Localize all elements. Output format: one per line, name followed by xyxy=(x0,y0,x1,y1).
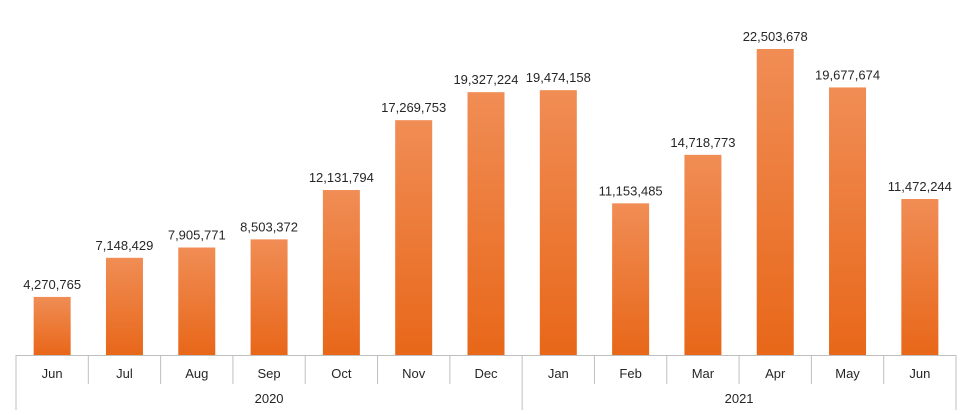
tick-label-0: Jun xyxy=(42,366,63,381)
tick-label-7: Jan xyxy=(548,366,569,381)
data-label-10: 22,503,678 xyxy=(743,29,808,44)
bar-jul-1 xyxy=(105,257,143,355)
data-label-8: 11,153,485 xyxy=(599,183,663,198)
bar-apr-10 xyxy=(756,49,794,355)
data-label-11: 19,677,674 xyxy=(815,67,880,82)
tick-label-12: Jun xyxy=(909,366,930,381)
bar-oct-4 xyxy=(322,190,360,355)
data-labels-layer: 4,270,765 7,148,429 7,905,771 8,503,372 12,1… xyxy=(23,29,952,292)
tick-label-10: Apr xyxy=(765,366,786,381)
bar-may-11 xyxy=(829,87,867,356)
data-label-9: 14,718,773 xyxy=(670,135,735,150)
data-label-4: 12,131,794 xyxy=(309,170,374,185)
data-label-7: 19,474,158 xyxy=(526,70,591,85)
bar-sep-3 xyxy=(250,239,288,355)
tick-label-4: Oct xyxy=(331,366,352,381)
bar-jan-7 xyxy=(539,90,577,355)
tick-label-9: Mar xyxy=(692,366,715,381)
data-label-2: 7,905,771 xyxy=(168,228,226,243)
bar-jun-12 xyxy=(901,199,939,355)
bar-nov-5 xyxy=(395,120,433,355)
group-label-2020: 2020 xyxy=(255,391,284,406)
bar-dec-6 xyxy=(467,92,505,355)
data-label-1: 7,148,429 xyxy=(96,238,154,253)
tick-label-2: Aug xyxy=(185,366,208,381)
group-label-2021: 2021 xyxy=(725,391,754,406)
category-axis: Jun Jul Aug Sep Oct Nov Dec Jan Feb Mar Apr May Jun 2… xyxy=(15,355,957,410)
data-label-5: 17,269,753 xyxy=(381,100,446,115)
tick-label-6: Dec xyxy=(474,366,498,381)
data-label-3: 8,503,372 xyxy=(240,219,298,234)
bar-feb-8 xyxy=(612,203,650,355)
data-label-0: 4,270,765 xyxy=(23,277,81,292)
tick-label-3: Sep xyxy=(258,366,281,381)
data-label-6: 19,327,224 xyxy=(453,72,518,87)
tick-label-11: May xyxy=(835,366,860,381)
tick-label-1: Jul xyxy=(116,366,133,381)
bar-mar-9 xyxy=(684,154,722,355)
tick-label-8: Feb xyxy=(619,366,641,381)
tick-label-5: Nov xyxy=(402,366,426,381)
bars-layer xyxy=(33,49,939,356)
bar-aug-2 xyxy=(178,247,216,355)
bar-jun-0 xyxy=(33,296,71,355)
data-label-12: 11,472,244 xyxy=(888,179,952,194)
